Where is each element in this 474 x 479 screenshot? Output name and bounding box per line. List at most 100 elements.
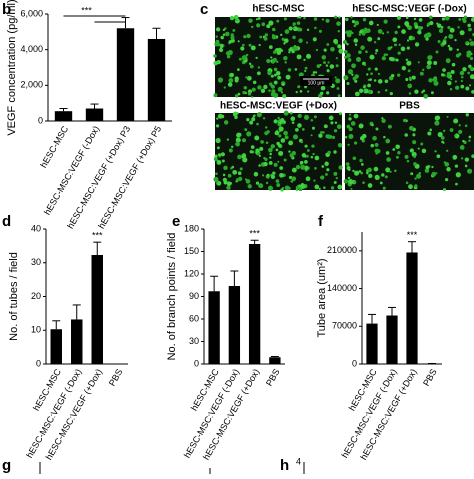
cell xyxy=(279,166,284,170)
panel-label: b xyxy=(2,1,11,18)
cell xyxy=(277,120,280,123)
cell xyxy=(268,89,271,92)
cell xyxy=(425,165,430,170)
cell xyxy=(269,156,272,159)
cell xyxy=(278,126,284,132)
cell xyxy=(338,48,344,54)
cell xyxy=(245,76,248,79)
cell xyxy=(334,15,338,19)
cell xyxy=(443,161,447,164)
cell xyxy=(383,135,386,139)
cell xyxy=(398,43,401,46)
cell xyxy=(363,86,366,89)
scale-bar-bg xyxy=(300,76,332,86)
cell xyxy=(249,120,254,125)
cell xyxy=(368,20,374,26)
cell xyxy=(363,28,369,34)
cell xyxy=(250,45,256,51)
cell xyxy=(374,142,379,147)
cell xyxy=(346,42,349,46)
cell xyxy=(305,53,312,59)
cell xyxy=(350,121,356,126)
cell xyxy=(213,54,217,58)
cell xyxy=(348,113,352,116)
cell xyxy=(367,83,371,88)
cell xyxy=(297,113,302,119)
cell xyxy=(216,117,219,120)
cell xyxy=(366,73,369,76)
cell xyxy=(346,166,351,171)
cell xyxy=(275,148,279,152)
cell xyxy=(284,38,289,43)
cell xyxy=(335,64,339,68)
cell xyxy=(313,179,316,182)
error-bar xyxy=(93,241,102,255)
cell xyxy=(392,37,398,43)
cell xyxy=(447,44,451,48)
cell xyxy=(283,56,288,61)
cell xyxy=(263,161,268,167)
cell xyxy=(389,170,392,173)
cell xyxy=(445,58,451,64)
cell xyxy=(421,91,424,94)
cell xyxy=(215,172,218,176)
cell xyxy=(401,65,407,71)
micrograph-label: hESC-MSC:VEGF (-Dox) xyxy=(352,4,466,15)
x-tick-label: PBS xyxy=(264,367,282,388)
cell xyxy=(333,171,338,176)
cell xyxy=(373,41,377,44)
panel-label: e xyxy=(172,213,180,230)
cell xyxy=(435,50,439,54)
cell xyxy=(452,154,458,160)
cell xyxy=(247,184,252,189)
cell xyxy=(283,130,288,136)
cell xyxy=(429,128,433,132)
cell xyxy=(291,49,295,54)
cell xyxy=(263,156,266,160)
cell xyxy=(300,184,306,189)
cell xyxy=(251,25,254,29)
cell xyxy=(273,92,279,98)
cell xyxy=(284,135,289,140)
cell xyxy=(348,117,352,121)
cell xyxy=(305,176,311,182)
cell xyxy=(303,16,306,20)
cell xyxy=(284,185,290,191)
cell xyxy=(213,60,218,66)
cell xyxy=(270,174,275,179)
cell xyxy=(225,51,231,56)
cell xyxy=(237,132,242,137)
cell xyxy=(289,111,293,115)
cell xyxy=(270,59,273,62)
cell xyxy=(227,173,232,178)
cell xyxy=(269,152,272,156)
cell xyxy=(456,48,459,51)
cell xyxy=(352,169,355,173)
cell xyxy=(283,110,289,116)
cell xyxy=(343,49,348,54)
cell xyxy=(280,91,284,94)
cell xyxy=(256,23,261,28)
cell xyxy=(390,46,393,49)
cell xyxy=(367,36,373,42)
cell xyxy=(338,16,341,19)
cell xyxy=(223,120,229,125)
cell xyxy=(284,29,290,34)
cell xyxy=(334,121,338,124)
bar xyxy=(54,111,73,121)
cell xyxy=(322,131,325,134)
cell xyxy=(445,16,450,21)
cell xyxy=(271,27,276,32)
cell xyxy=(471,90,474,94)
cell xyxy=(372,135,377,141)
cell xyxy=(408,92,412,95)
cell xyxy=(458,129,463,134)
cell xyxy=(325,64,329,67)
cell xyxy=(272,57,277,62)
cell xyxy=(313,17,318,21)
cell xyxy=(351,73,354,76)
cell xyxy=(336,87,340,90)
cell xyxy=(386,31,389,34)
cell xyxy=(397,15,401,20)
cell xyxy=(327,61,330,64)
